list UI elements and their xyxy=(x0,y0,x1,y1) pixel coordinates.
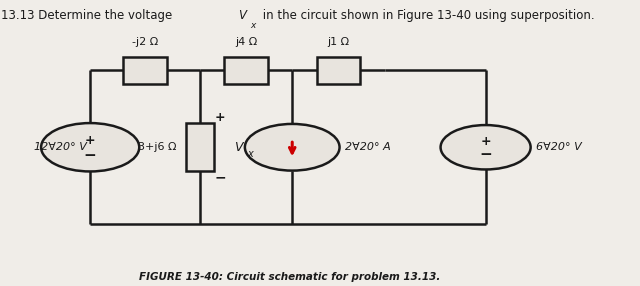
Bar xyxy=(225,57,268,84)
Text: j4 Ω: j4 Ω xyxy=(235,37,257,47)
Text: −: − xyxy=(479,147,492,162)
Text: x: x xyxy=(250,21,255,30)
Text: 13.13 Determine the voltage: 13.13 Determine the voltage xyxy=(1,9,176,22)
Text: +: + xyxy=(85,134,95,147)
Text: −: − xyxy=(214,170,226,184)
Text: 3+j6 Ω: 3+j6 Ω xyxy=(138,142,177,152)
Text: +: + xyxy=(215,111,225,124)
Circle shape xyxy=(245,124,340,171)
Text: j1 Ω: j1 Ω xyxy=(327,37,349,47)
Text: 2∀20° A: 2∀20° A xyxy=(346,142,391,152)
Circle shape xyxy=(440,125,531,170)
Text: 6∀20° V: 6∀20° V xyxy=(536,142,582,152)
Bar xyxy=(186,123,214,172)
Bar xyxy=(317,57,360,84)
Text: -j2 Ω: -j2 Ω xyxy=(132,37,158,47)
Text: +: + xyxy=(480,134,491,148)
Text: FIGURE 13-40: Circuit schematic for problem 13.13.: FIGURE 13-40: Circuit schematic for prob… xyxy=(139,273,440,283)
Circle shape xyxy=(41,123,140,172)
Text: V: V xyxy=(234,141,243,154)
Text: V: V xyxy=(239,9,246,22)
Text: in the circuit shown in Figure 13-40 using superposition.: in the circuit shown in Figure 13-40 usi… xyxy=(259,9,595,22)
Text: 12∀20° V: 12∀20° V xyxy=(35,142,87,152)
Text: x: x xyxy=(247,149,253,159)
Text: −: − xyxy=(84,148,97,163)
Bar xyxy=(124,57,166,84)
